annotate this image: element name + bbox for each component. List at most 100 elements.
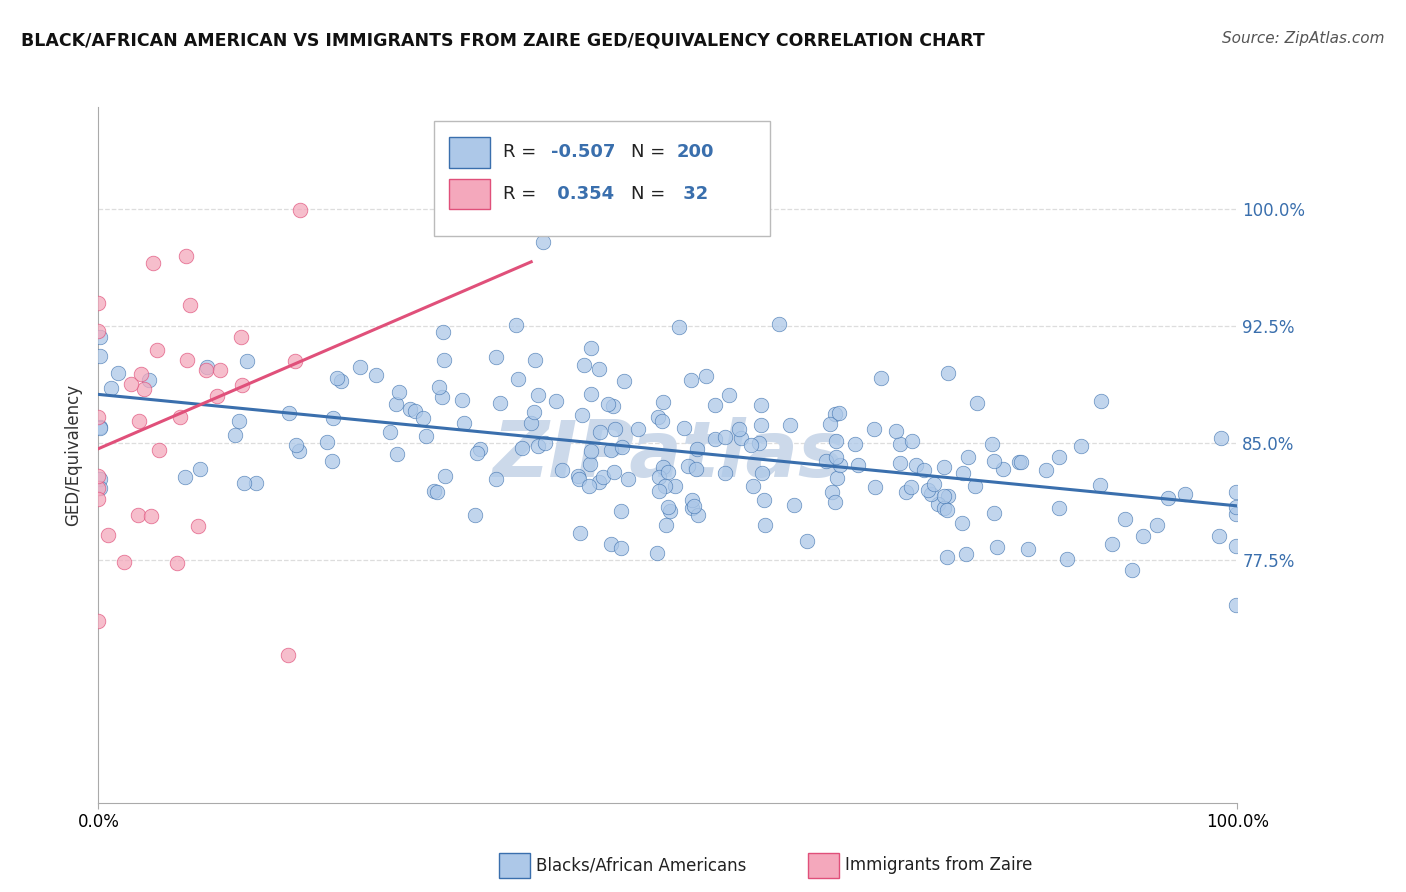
Point <box>768 317 790 331</box>
Point <box>134 382 156 396</box>
Point <box>1146 518 1168 533</box>
Point <box>209 362 232 376</box>
Point <box>1121 563 1143 577</box>
Point <box>1056 552 1078 566</box>
Point <box>567 469 589 483</box>
Point <box>534 436 557 450</box>
Point <box>652 394 675 409</box>
Point <box>610 440 633 454</box>
Point <box>87 324 110 338</box>
Point <box>169 410 191 425</box>
Text: Immigrants from Zaire: Immigrants from Zaire <box>845 856 1032 874</box>
Point <box>1047 500 1070 515</box>
Text: N =: N = <box>631 144 672 161</box>
Point <box>173 470 195 484</box>
Point <box>1007 455 1029 469</box>
Point <box>148 442 170 457</box>
Point <box>579 457 602 471</box>
Point <box>505 318 527 332</box>
Point <box>89 420 111 434</box>
Point <box>983 506 1005 520</box>
Point <box>89 349 111 363</box>
Point <box>740 437 762 451</box>
Point <box>821 485 844 500</box>
Point <box>1047 450 1070 464</box>
Point <box>955 547 977 561</box>
Point <box>174 249 197 263</box>
Y-axis label: GED/Equivalency: GED/Equivalency <box>65 384 83 526</box>
Point <box>824 495 846 509</box>
Point <box>224 428 246 442</box>
Point <box>433 353 456 368</box>
Point <box>1010 455 1032 469</box>
Point <box>581 387 603 401</box>
Point <box>87 481 110 495</box>
Point <box>965 478 987 492</box>
Point <box>322 411 344 425</box>
Point <box>138 372 160 386</box>
Point <box>1132 529 1154 543</box>
Point <box>427 380 450 394</box>
Point <box>1156 491 1178 505</box>
Point <box>1101 537 1123 551</box>
Point <box>97 528 120 542</box>
Point <box>87 296 110 310</box>
FancyBboxPatch shape <box>449 178 491 210</box>
Point <box>484 350 506 364</box>
Point <box>1070 439 1092 453</box>
Point <box>657 465 679 479</box>
Point <box>749 398 772 412</box>
Point <box>384 397 406 411</box>
Point <box>981 437 1004 451</box>
Point <box>748 435 770 450</box>
Point <box>920 487 942 501</box>
Point <box>742 478 765 492</box>
Point <box>578 479 600 493</box>
Point <box>695 368 717 383</box>
Point <box>825 450 848 464</box>
Point <box>603 466 626 480</box>
Point <box>869 371 891 385</box>
Point <box>1174 487 1197 501</box>
Point <box>752 493 775 508</box>
Point <box>1114 512 1136 526</box>
Point <box>1209 431 1232 445</box>
Point <box>1017 541 1039 556</box>
Point <box>568 471 591 485</box>
Point <box>1208 528 1230 542</box>
Point <box>207 389 229 403</box>
Point <box>288 203 311 218</box>
Point <box>983 453 1005 467</box>
Point <box>751 467 773 481</box>
Point <box>728 422 751 436</box>
Point <box>914 463 936 477</box>
Point <box>194 363 217 377</box>
Point <box>1225 485 1247 500</box>
Point <box>889 456 911 470</box>
Point <box>679 373 702 387</box>
Point <box>467 446 489 460</box>
Point <box>87 409 110 424</box>
Point <box>664 479 686 493</box>
Point <box>89 471 111 485</box>
Point <box>510 441 533 455</box>
Text: Blacks/African Americans: Blacks/African Americans <box>536 856 747 874</box>
Point <box>966 396 988 410</box>
Text: Source: ZipAtlas.com: Source: ZipAtlas.com <box>1222 31 1385 46</box>
Point <box>927 497 949 511</box>
Point <box>657 500 679 514</box>
Point <box>830 458 852 472</box>
Point <box>433 469 456 483</box>
Point <box>579 341 602 355</box>
Point <box>399 402 422 417</box>
Point <box>950 516 973 530</box>
Point <box>588 362 610 376</box>
Point <box>603 422 626 436</box>
Point <box>89 329 111 343</box>
Point <box>315 435 337 450</box>
Point <box>100 381 122 395</box>
Point <box>600 537 623 551</box>
Text: N =: N = <box>631 185 672 203</box>
Point <box>825 434 848 448</box>
Point <box>932 489 955 503</box>
